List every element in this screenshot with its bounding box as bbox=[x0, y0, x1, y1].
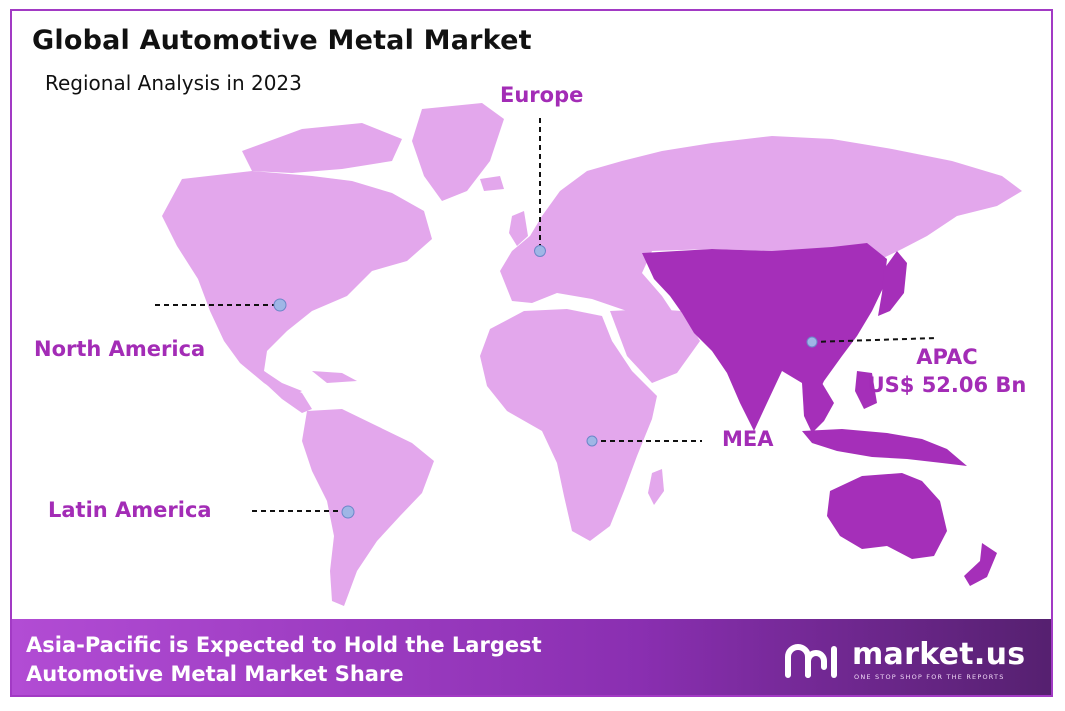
brand-logo: market.us ONE STOP SHOP FOR THE REPORTS bbox=[782, 635, 1047, 685]
arabia-shape bbox=[610, 309, 700, 383]
infographic-frame: Global Automotive Metal Market Regional … bbox=[10, 9, 1053, 697]
footer-message: Asia-Pacific is Expected to Hold the Lar… bbox=[26, 631, 542, 689]
south-america-shape bbox=[302, 409, 434, 606]
world-map bbox=[155, 103, 1022, 606]
apac-region-name: APAC bbox=[916, 345, 978, 369]
north-america-label: North America bbox=[34, 337, 206, 361]
australia-shape bbox=[827, 473, 947, 559]
footer-line-1: Asia-Pacific is Expected to Hold the Lar… bbox=[26, 633, 542, 657]
apac-mainland-shape bbox=[642, 243, 887, 431]
brand-name: market.us bbox=[852, 637, 1026, 672]
europe-marker bbox=[534, 245, 546, 257]
caribbean-shape bbox=[312, 371, 357, 383]
footer-line-2: Automotive Metal Market Share bbox=[26, 662, 404, 686]
mea-marker bbox=[586, 435, 598, 447]
apac-label: APAC US$ 52.06 Bn bbox=[862, 343, 1032, 399]
north-america-marker bbox=[273, 298, 287, 312]
eurasia-shape bbox=[500, 136, 1022, 311]
arctic-islands-shape bbox=[242, 123, 402, 173]
indonesia-shape bbox=[802, 429, 967, 466]
greenland-shape bbox=[412, 103, 504, 201]
latin-america-marker bbox=[341, 505, 355, 519]
philippines-shape bbox=[855, 371, 877, 409]
mea-label: MEA bbox=[722, 427, 774, 451]
footer-banner: Asia-Pacific is Expected to Hold the Lar… bbox=[12, 619, 1051, 695]
page-subtitle: Regional Analysis in 2023 bbox=[45, 71, 302, 95]
iceland-shape bbox=[480, 176, 504, 191]
brand-tagline: ONE STOP SHOP FOR THE REPORTS bbox=[854, 673, 1005, 681]
apac-connector bbox=[811, 337, 938, 343]
europe-label: Europe bbox=[500, 83, 584, 107]
africa-shape bbox=[480, 309, 657, 541]
north-america-shape bbox=[162, 171, 432, 399]
central-america-shape bbox=[264, 371, 312, 413]
madagascar-shape bbox=[648, 469, 664, 505]
apac-market-value: US$ 52.06 Bn bbox=[867, 373, 1027, 397]
japan-shape bbox=[878, 251, 907, 316]
indochina-shape bbox=[802, 383, 834, 433]
market-us-logo-icon bbox=[785, 644, 837, 678]
page-title: Global Automotive Metal Market bbox=[32, 25, 532, 56]
latin-america-label: Latin America bbox=[48, 498, 212, 522]
new-zealand-shape bbox=[964, 543, 997, 586]
uk-shape bbox=[509, 211, 528, 246]
apac-marker bbox=[806, 336, 818, 348]
